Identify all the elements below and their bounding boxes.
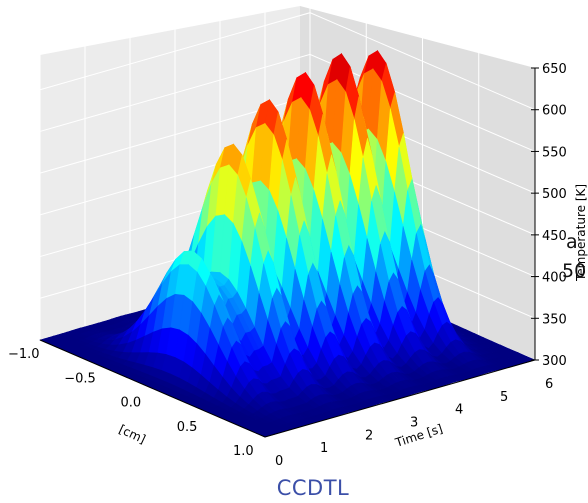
z-tick-label: 350 [542, 312, 567, 327]
time-tick-label: 0 [275, 454, 283, 469]
x-axis-label: [cm] [117, 422, 148, 446]
z-tick-label: 650 [542, 62, 567, 77]
time-tick-label: 4 [455, 403, 463, 418]
grid-line-z [39, 12, 536, 111]
time-tick-label: 3 [410, 416, 418, 431]
z-axis-label: Temperature [K] [574, 184, 588, 282]
z-tick-label: 450 [542, 229, 567, 244]
time-axis-label: Time [s] [393, 421, 445, 450]
x-axis-line [39, 339, 266, 438]
time-axis-line [264, 359, 536, 438]
time-tick-label: 5 [500, 390, 508, 405]
z-tick-label: 300 [542, 354, 567, 369]
x-tick-label: −1.0 [8, 347, 40, 362]
z-tick-label: 600 [542, 104, 567, 119]
axes [39, 68, 536, 438]
clipped-text-50: 50 [562, 260, 587, 282]
x-tick-labels: −1.0 −0.5 0.0 0.5 1.0 [8, 347, 254, 459]
x-tick-label: 0.5 [177, 420, 198, 435]
time-tick-labels: 0 1 2 3 4 5 6 [275, 377, 553, 469]
grid-line-z [39, 0, 536, 69]
chart-caption: CCDTL [276, 476, 350, 500]
grid-line-z [39, 53, 536, 152]
z-tick-label: 550 [542, 145, 567, 160]
time-tick-label: 1 [320, 441, 328, 456]
x-tick-label: 1.0 [233, 444, 254, 459]
time-tick-label: 2 [365, 428, 373, 443]
clipped-text-a: a [566, 231, 578, 253]
z-tick-labels: 300 350 400 450 500 550 600 650 [531, 62, 567, 369]
z-tick-label: 400 [542, 271, 567, 286]
time-tick-label: 6 [545, 377, 553, 392]
x-tick-label: −0.5 [64, 371, 96, 386]
z-tick-label: 500 [542, 187, 567, 202]
x-tick-label: 0.0 [121, 396, 142, 411]
temperature-surface [39, 49, 536, 438]
